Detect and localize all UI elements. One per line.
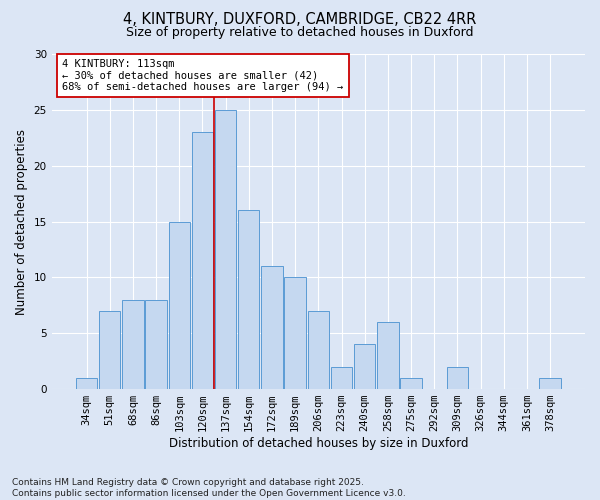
Text: 4 KINTBURY: 113sqm
← 30% of detached houses are smaller (42)
68% of semi-detache: 4 KINTBURY: 113sqm ← 30% of detached hou… [62,59,344,92]
Bar [308,311,329,389]
Text: Size of property relative to detached houses in Duxford: Size of property relative to detached ho… [126,26,474,39]
Bar [169,222,190,389]
Bar [99,311,121,389]
Bar [215,110,236,389]
Bar [331,366,352,389]
X-axis label: Distribution of detached houses by size in Duxford: Distribution of detached houses by size … [169,437,468,450]
Bar [238,210,259,389]
Bar [354,344,376,389]
Y-axis label: Number of detached properties: Number of detached properties [15,128,28,314]
Text: Contains HM Land Registry data © Crown copyright and database right 2025.
Contai: Contains HM Land Registry data © Crown c… [12,478,406,498]
Bar [284,278,306,389]
Bar [539,378,561,389]
Text: 4, KINTBURY, DUXFORD, CAMBRIDGE, CB22 4RR: 4, KINTBURY, DUXFORD, CAMBRIDGE, CB22 4R… [124,12,476,28]
Bar [377,322,398,389]
Bar [76,378,97,389]
Bar [262,266,283,389]
Bar [122,300,143,389]
Bar [400,378,422,389]
Bar [145,300,167,389]
Bar [192,132,213,389]
Bar [447,366,468,389]
